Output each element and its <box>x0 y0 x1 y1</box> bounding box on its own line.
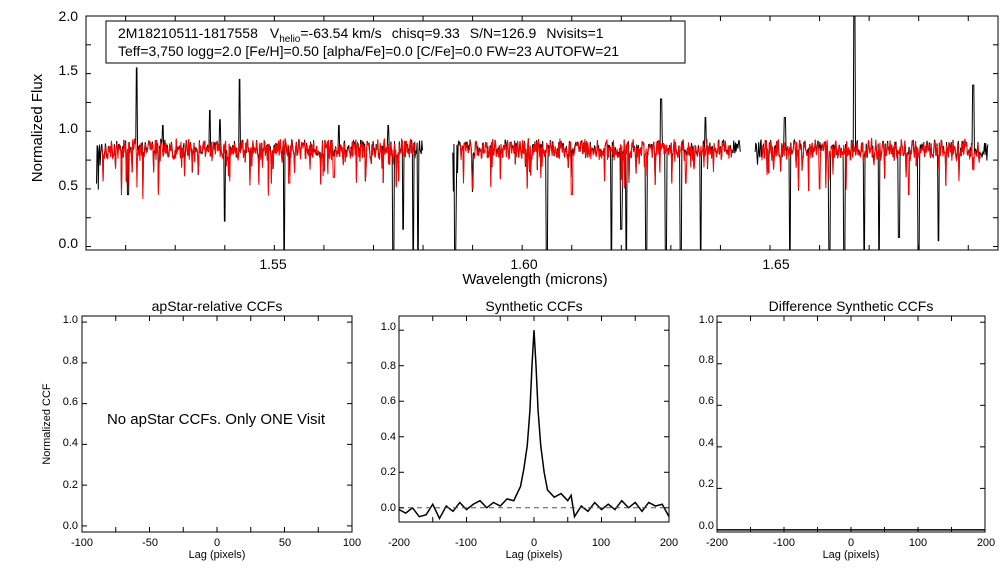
difference-ytick-4: 0.6 <box>699 395 714 407</box>
apstar-axis-ticks <box>81 316 353 532</box>
apstar-ytick-1: 0.0 <box>63 520 78 532</box>
spectrum-xtick-2: 1.60 <box>510 256 537 272</box>
vhelio-symbol: V <box>270 25 280 41</box>
apstar-x-tick-labels: -100 -50 0 50 100 <box>71 537 361 549</box>
difference-ytick-1: 0.0 <box>699 520 714 532</box>
synthetic-ytick-4: 0.6 <box>381 395 396 407</box>
apstar-ytick-6: 1.0 <box>63 314 78 326</box>
difference-ytick-2: 0.2 <box>699 478 714 490</box>
spectrum-y-tick-labels: 0.0 0.5 1.0 1.5 2.0 <box>59 8 79 251</box>
synthetic-xtick-3: 0 <box>531 537 537 549</box>
spectrum-x-axis-label: Wavelength (microns) <box>462 271 607 288</box>
synthetic-xtick-5: 200 <box>660 537 678 549</box>
model-spectrum-chip-1 <box>101 137 416 200</box>
apstar-xtick-1: -100 <box>71 537 93 549</box>
difference-x-axis-label: Lag (pixels) <box>823 549 880 561</box>
spectrum-xtick-1: 1.55 <box>259 256 286 272</box>
difference-xtick-3: 0 <box>848 537 854 549</box>
spectrum-xtick-3: 1.65 <box>762 256 789 272</box>
difference-plot-frame <box>716 315 986 533</box>
spectrum-plot-frame <box>85 15 999 251</box>
difference-ccf-panel: Difference Synthetic CCFs -200 -100 0 10… <box>699 298 995 561</box>
chisq-value: chisq=9.33 <box>392 25 460 41</box>
observed-spectrum-chip-2 <box>452 98 741 251</box>
difference-xtick-4: 100 <box>909 537 927 549</box>
no-ccf-annotation: No apStar CCFs. Only ONE Visit <box>107 411 326 428</box>
synthetic-xtick-1: -200 <box>388 537 410 549</box>
star-id: 2M18210511-1817558 <box>118 25 258 41</box>
apstar-xtick-5: 100 <box>343 537 361 549</box>
apstar-y-axis-label: Normalized CCF <box>41 383 53 465</box>
synthetic-xtick-4: 100 <box>592 537 610 549</box>
difference-ytick-3: 0.4 <box>699 437 714 449</box>
synthetic-panel-title: Synthetic CCFs <box>485 298 582 314</box>
synthetic-y-tick-labels: 0.0 0.2 0.4 0.6 0.8 1.0 <box>381 321 396 514</box>
info-line-1: 2M18210511-1817558 Vhelio=-63.54 km/s chis… <box>118 25 604 45</box>
spectrum-ytick-2: 0.5 <box>59 177 79 193</box>
info-line-2: Teff=3,750 logg=2.0 [Fe/H]=0.50 [alpha/F… <box>118 43 619 59</box>
vhelio-value: =-63.54 km/s <box>300 25 381 41</box>
nvisits-value: Nvisits=1 <box>546 25 603 41</box>
difference-axis-ticks <box>716 316 986 532</box>
info-box-frame <box>105 20 686 64</box>
snr-value: S/N=126.9 <box>470 25 537 41</box>
spectrum-ytick-5: 2.0 <box>59 8 79 24</box>
apstar-x-axis-label: Lag (pixels) <box>189 549 246 561</box>
apstar-ytick-4: 0.6 <box>63 396 78 408</box>
synthetic-xtick-2: -100 <box>455 537 477 549</box>
observed-spectrum-chip-3 <box>754 15 989 251</box>
info-box: 2M18210511-1817558 Vhelio=-63.54 km/s chis… <box>105 20 686 64</box>
synthetic-plot-frame <box>398 315 670 523</box>
synthetic-x-axis-label: Lag (pixels) <box>506 549 563 561</box>
spectrum-x-tick-labels: 1.55 1.60 1.65 <box>259 256 789 272</box>
spectrum-ytick-1: 0.0 <box>59 235 79 251</box>
synthetic-ccf-line <box>398 330 670 521</box>
spectrum-panel: 1.55 1.60 1.65 0.0 0.5 1.0 1.5 2.0 Wavel… <box>29 8 999 288</box>
difference-ytick-5: 0.8 <box>699 354 714 366</box>
difference-ytick-6: 1.0 <box>699 314 714 326</box>
synthetic-ytick-5: 0.8 <box>381 360 396 372</box>
synthetic-ccf-panel: Synthetic CCFs -200 -100 0 100 200 0.0 0… <box>381 298 678 561</box>
model-spectrum-chip-3 <box>761 137 981 196</box>
difference-xtick-5: 200 <box>977 537 995 549</box>
apstar-ytick-3: 0.4 <box>63 437 78 449</box>
apstar-ytick-5: 0.8 <box>63 355 78 367</box>
synthetic-x-tick-labels: -200 -100 0 100 200 <box>388 537 678 549</box>
apstar-panel-title: apStar-relative CCFs <box>152 298 283 314</box>
difference-xtick-2: -100 <box>773 537 795 549</box>
apstar-ytick-2: 0.2 <box>63 479 78 491</box>
synthetic-ytick-2: 0.2 <box>381 466 396 478</box>
apstar-xtick-3: 0 <box>214 537 220 549</box>
synthetic-ytick-6: 1.0 <box>381 321 396 333</box>
synthetic-ytick-1: 0.0 <box>381 502 396 514</box>
apstar-xtick-4: 50 <box>279 537 291 549</box>
difference-x-tick-labels: -200 -100 0 100 200 <box>706 537 995 549</box>
difference-xtick-1: -200 <box>706 537 728 549</box>
model-spectrum-chip-2 <box>458 138 733 196</box>
spectrum-axis-ticks <box>86 15 998 250</box>
synthetic-ytick-3: 0.4 <box>381 431 396 443</box>
difference-y-tick-labels: 0.0 0.2 0.4 0.6 0.8 1.0 <box>699 314 714 532</box>
vhelio-subscript: helio <box>279 34 301 45</box>
apstar-y-tick-labels: 0.0 0.2 0.4 0.6 0.8 1.0 <box>63 314 78 532</box>
spectrum-ytick-4: 1.5 <box>59 62 79 78</box>
difference-panel-title: Difference Synthetic CCFs <box>769 298 934 314</box>
synthetic-axis-ticks <box>398 316 670 522</box>
apstar-ccf-panel: apStar-relative CCFs -100 -50 0 50 100 0… <box>41 298 361 561</box>
spectrum-y-axis-label: Normalized Flux <box>29 73 46 182</box>
synthetic-ccf-series <box>398 330 670 521</box>
model-spectrum-series <box>101 137 981 200</box>
spectrum-ytick-3: 1.0 <box>59 120 79 136</box>
apstar-xtick-2: -50 <box>142 537 158 549</box>
